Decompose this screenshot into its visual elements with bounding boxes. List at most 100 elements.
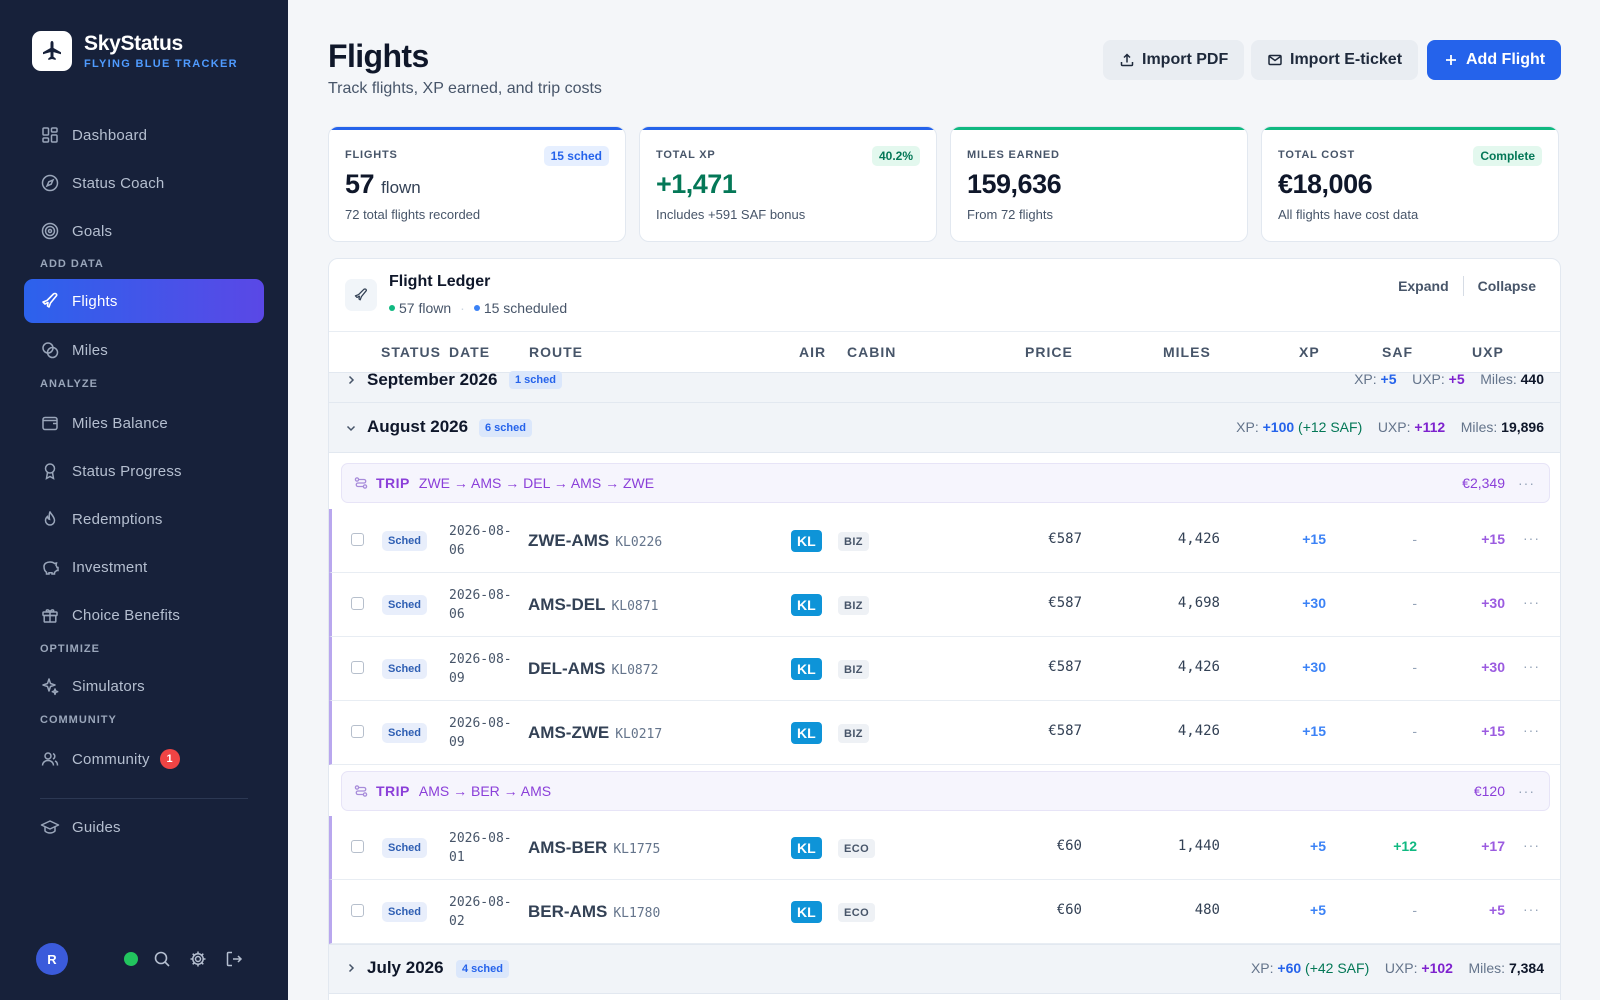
flight-date: 2026-08- 06 — [449, 522, 521, 560]
row-checkbox[interactable] — [351, 533, 364, 546]
stat-label: TOTAL XP — [656, 149, 716, 161]
flight-uxp: +15 — [1481, 531, 1505, 547]
column-header-xp[interactable]: XP — [1299, 344, 1320, 360]
sidebar-item-status-coach[interactable]: Status Coach — [24, 161, 264, 205]
more-options-icon[interactable]: ··· — [1523, 530, 1540, 546]
column-header-air[interactable]: AIR — [799, 344, 827, 360]
sidebar-item-simulators[interactable]: Simulators — [24, 664, 264, 708]
status-badge: 15 sched — [543, 146, 609, 166]
sidebar-item-miles[interactable]: Miles — [24, 328, 264, 372]
add-flight-button[interactable]: Add Flight — [1427, 40, 1562, 80]
flight-date: 2026-08- 02 — [449, 893, 521, 931]
airline-badge: KL — [791, 722, 822, 744]
column-header-price[interactable]: PRICE — [1025, 344, 1073, 360]
route-icon — [354, 477, 368, 489]
flight-saf: +12 — [1393, 838, 1417, 854]
sidebar-item-dashboard[interactable]: Dashboard — [24, 113, 264, 157]
status-badge: Sched — [382, 723, 428, 743]
gear-icon[interactable] — [188, 949, 208, 969]
flight-xp: +30 — [1302, 659, 1326, 675]
import-eticket-label: Import E-ticket — [1290, 51, 1403, 68]
month-uxp: +102 — [1421, 960, 1453, 976]
flight-date-line: 2026-08- — [449, 524, 512, 539]
stat-label: Miles: — [1468, 960, 1506, 976]
trip-label: TRIP — [376, 783, 410, 799]
page-title: Flights — [328, 38, 429, 74]
search-icon[interactable] — [152, 949, 172, 969]
cabin-badge: BIZ — [838, 532, 869, 551]
flight-number: KL0872 — [611, 663, 659, 678]
trip-header[interactable]: TRIP AMS → BER → AMS €120 ··· — [341, 771, 1550, 811]
more-options-icon[interactable]: ··· — [1518, 783, 1535, 799]
row-checkbox[interactable] — [351, 725, 364, 738]
table-row[interactable]: Sched 2026-08- 01 AMS-BER KL1775 KL ECO €6… — [329, 816, 1560, 880]
column-header-route[interactable]: ROUTE — [529, 344, 583, 360]
table-row[interactable]: Sched 2026-08- 06 ZWE-AMS KL0226 KL BIZ €5… — [329, 509, 1560, 573]
flight-route: BER-AMS KL1780 — [528, 902, 660, 922]
expand-button[interactable]: Expand — [1398, 278, 1449, 294]
scheduled-count: 15 scheduled — [483, 300, 568, 316]
status-badge: Sched — [382, 531, 428, 551]
sidebar-item-label: Flights — [72, 292, 118, 310]
more-options-icon[interactable]: ··· — [1523, 901, 1540, 917]
table-row[interactable]: Sched 2026-08- 02 BER-AMS KL1780 KL ECO €6… — [329, 880, 1560, 944]
import-pdf-label: Import PDF — [1142, 51, 1229, 68]
more-options-icon[interactable]: ··· — [1523, 722, 1540, 738]
more-options-icon[interactable]: ··· — [1523, 837, 1540, 853]
flight-date: 2026-08- 09 — [449, 650, 521, 688]
row-checkbox[interactable] — [351, 840, 364, 853]
column-header-uxp[interactable]: UXP — [1472, 344, 1504, 360]
column-header-date[interactable]: DATE — [449, 344, 491, 360]
more-options-icon[interactable]: ··· — [1523, 658, 1540, 674]
sidebar-item-investment[interactable]: Investment — [24, 545, 264, 589]
month-group-july-2026[interactable]: July 2026 4 sched XP: +60 (+42 SAF) UXP:… — [329, 944, 1560, 994]
stat-label: Miles: — [1480, 371, 1517, 387]
plus-icon — [1446, 55, 1456, 65]
chevron-down-icon[interactable] — [345, 422, 357, 434]
column-header-status[interactable]: STATUS — [381, 344, 441, 360]
sidebar-item-status-progress[interactable]: Status Progress — [24, 449, 264, 493]
column-header-cabin[interactable]: CABIN — [847, 344, 897, 360]
flight-number: KL0217 — [615, 727, 663, 742]
sidebar-item-community[interactable]: Community 1 — [24, 737, 264, 781]
brand[interactable]: SkyStatus FLYING BLUE TRACKER — [32, 31, 238, 71]
more-options-icon[interactable]: ··· — [1523, 594, 1540, 610]
table-row[interactable]: Sched 2026-08- 06 AMS-DEL KL0871 KL BIZ €5… — [329, 573, 1560, 637]
sidebar-item-choice-benefits[interactable]: Choice Benefits — [24, 593, 264, 637]
upload-icon — [1120, 53, 1134, 67]
sidebar-item-miles-balance[interactable]: Miles Balance — [24, 401, 264, 445]
avatar[interactable]: R — [36, 943, 68, 975]
sidebar-item-goals[interactable]: Goals — [24, 209, 264, 253]
month-group-september-2026[interactable]: September 2026 1 sched XP: +5 UXP: +5 Mi… — [329, 370, 1560, 403]
ledger-summary: 57 flown · 15 scheduled — [389, 300, 567, 316]
row-checkbox[interactable] — [351, 597, 364, 610]
stat-label: UXP: — [1384, 960, 1418, 976]
logout-icon[interactable] — [224, 949, 244, 969]
sidebar-item-guides[interactable]: Guides — [24, 805, 264, 849]
row-checkbox[interactable] — [351, 904, 364, 917]
column-header-miles[interactable]: MILES — [1163, 344, 1211, 360]
sidebar-item-redemptions[interactable]: Redemptions — [24, 497, 264, 541]
more-options-icon[interactable]: ··· — [1518, 475, 1535, 491]
import-pdf-button[interactable]: Import PDF — [1103, 40, 1245, 80]
chevron-right-icon[interactable] — [345, 374, 357, 386]
chevron-right-icon[interactable] — [345, 962, 357, 974]
row-checkbox[interactable] — [351, 661, 364, 674]
trip-header[interactable]: TRIP ZWE → AMS → DEL → AMS → ZWE €2,349 … — [341, 463, 1550, 503]
plane-logo-icon — [32, 31, 72, 71]
month-group-august-2026[interactable]: August 2026 6 sched XP: +100 (+12 SAF) U… — [329, 403, 1560, 453]
flight-saf: - — [1412, 723, 1417, 739]
graduation-cap-icon — [40, 820, 60, 834]
sidebar-item-flights[interactable]: Flights — [24, 279, 264, 323]
collapse-button[interactable]: Collapse — [1477, 278, 1536, 294]
import-eticket-button[interactable]: Import E-ticket — [1251, 40, 1419, 80]
month-xp: +60 — [1277, 960, 1302, 976]
table-row[interactable]: Sched 2026-08- 09 AMS-ZWE KL0217 KL BIZ €5… — [329, 701, 1560, 765]
flight-date: 2026-08- 06 — [449, 586, 521, 624]
table-row[interactable]: Sched 2026-08- 09 DEL-AMS KL0872 KL BIZ €5… — [329, 637, 1560, 701]
flight-date-line: 09 — [449, 735, 465, 750]
route-code: AMS-BER — [528, 838, 608, 857]
column-header-saf[interactable]: SAF — [1382, 344, 1413, 360]
month-name: July 2026 — [367, 958, 444, 977]
stat-unit: flown — [381, 178, 421, 197]
